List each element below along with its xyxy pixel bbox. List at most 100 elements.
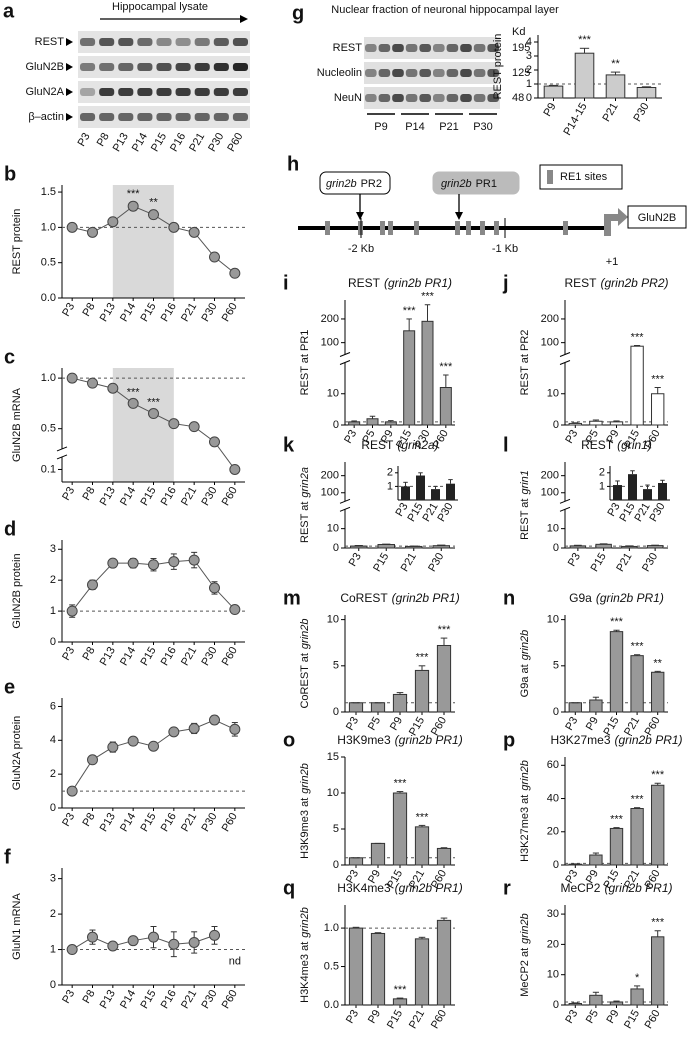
lane-label: P21 (439, 121, 459, 133)
significance: *** (416, 652, 430, 664)
data-point (209, 436, 220, 448)
bar (589, 420, 603, 426)
blot-band (137, 88, 153, 96)
y-axis-label-part: CoREST at (299, 653, 311, 708)
re1-site (380, 221, 385, 235)
y-tick-label: 1.0 (324, 922, 339, 934)
y-axis-label-part: H3K9me3 at (299, 798, 311, 859)
y-tick-label: 6 (50, 700, 56, 712)
data-point (148, 559, 159, 571)
y-axis-label-part: H3K27me3 at (519, 795, 531, 862)
data-point (148, 209, 159, 221)
y-axis-label-part: REST protein (11, 209, 23, 275)
y-axis-label: G9a at grin2b (519, 630, 531, 698)
blot-band (433, 44, 445, 52)
chart-title-part: H3K27me3 (550, 733, 610, 747)
bar (377, 544, 395, 549)
arrow-head (240, 15, 248, 23)
x-tick-label: P21 (179, 811, 199, 834)
inset-y-tick-label: 1 (599, 480, 605, 492)
y-tick-label: 4 (50, 734, 56, 746)
bar (405, 545, 423, 549)
blot-band (175, 113, 191, 121)
y-axis-label: CoREST at grin2b (299, 618, 311, 708)
re1-site (414, 221, 419, 235)
y-axis-label: MeCP2 at grin2b (519, 913, 531, 997)
y-axis-label: H3K4me3 at grin2b (299, 907, 311, 1003)
bar (348, 421, 361, 426)
bar (609, 421, 624, 426)
highlight-region (112, 368, 174, 482)
y-axis-label-part: grin2b (299, 618, 311, 649)
y-tick-label: 0 (333, 859, 339, 871)
blot-band (365, 94, 377, 102)
bar (636, 87, 657, 99)
significance: *** (631, 641, 645, 653)
blot-band (378, 69, 391, 77)
blot-band (419, 94, 431, 102)
blot-title: Nuclear fraction of neuronal hippocampal… (331, 4, 559, 16)
x-tick-label: P21 (399, 551, 419, 574)
y-tick-label: 20 (547, 826, 559, 838)
chart-title: REST (grin2b PR1) (348, 276, 452, 290)
x-tick-label: P14 (118, 645, 138, 668)
blot-band (213, 38, 229, 46)
y-tick-label: 2 (526, 64, 532, 76)
bar (568, 1002, 582, 1006)
x-tick-label: P21 (614, 551, 634, 574)
x-tick-label: P16 (159, 645, 179, 668)
lane-label: P16 (168, 131, 188, 154)
x-tick-label: P14 (118, 301, 138, 324)
x-tick-label: P13 (98, 485, 118, 508)
panel-letter: f (4, 846, 11, 868)
scale-label: -1 Kb (492, 243, 518, 255)
y-axis-label: REST at PR2 (519, 330, 531, 396)
bar (609, 1001, 624, 1006)
chart-title-part: H3K4me3 (337, 881, 391, 895)
promoter-box (319, 171, 391, 195)
data-point (127, 557, 139, 569)
blot-band (156, 63, 172, 71)
blot-band (473, 44, 486, 52)
x-tick-label: P15 (138, 811, 158, 834)
data-point (87, 377, 98, 389)
lane-label: P60 (225, 131, 245, 154)
blot-band (392, 44, 404, 52)
row-label: GluN2A (25, 86, 64, 98)
blot-band (365, 69, 377, 77)
blot-band (405, 94, 418, 102)
y-axis-label: GluN1 mRNA (11, 893, 23, 960)
significance: * (635, 972, 640, 984)
data-point (66, 944, 78, 956)
x-tick-label: P3 (60, 988, 77, 1006)
x-tick-label: P30 (199, 301, 219, 324)
x-tick-label: P13 (98, 301, 118, 324)
blot-band (99, 113, 115, 121)
blot-band (175, 38, 191, 46)
data-point (107, 741, 119, 753)
y-tick-label: 5 (553, 660, 559, 672)
y-tick-label: 0 (553, 999, 559, 1011)
chart-title: REST (grin2b PR2) (564, 276, 668, 290)
data-point (229, 463, 241, 475)
significance: *** (651, 917, 665, 929)
y-tick-label: 0.5 (324, 960, 339, 972)
x-tick-label: P3 (344, 1008, 361, 1026)
blot-band (405, 69, 418, 77)
promoter-arrow-head (356, 212, 364, 220)
bar (436, 644, 452, 713)
panel-letter: a (3, 0, 15, 22)
bar (595, 543, 612, 549)
axis-break (56, 454, 68, 460)
blot-strip (78, 31, 250, 53)
blot-band (137, 63, 153, 71)
data-point (107, 216, 119, 228)
bar (630, 988, 644, 1006)
x-tick-label: P8 (80, 645, 97, 663)
significance: *** (578, 34, 592, 46)
data-point (107, 557, 119, 569)
panel-letter: m (283, 587, 301, 609)
blot-band (80, 38, 96, 46)
blot-band (118, 88, 134, 96)
data-point (66, 372, 78, 384)
